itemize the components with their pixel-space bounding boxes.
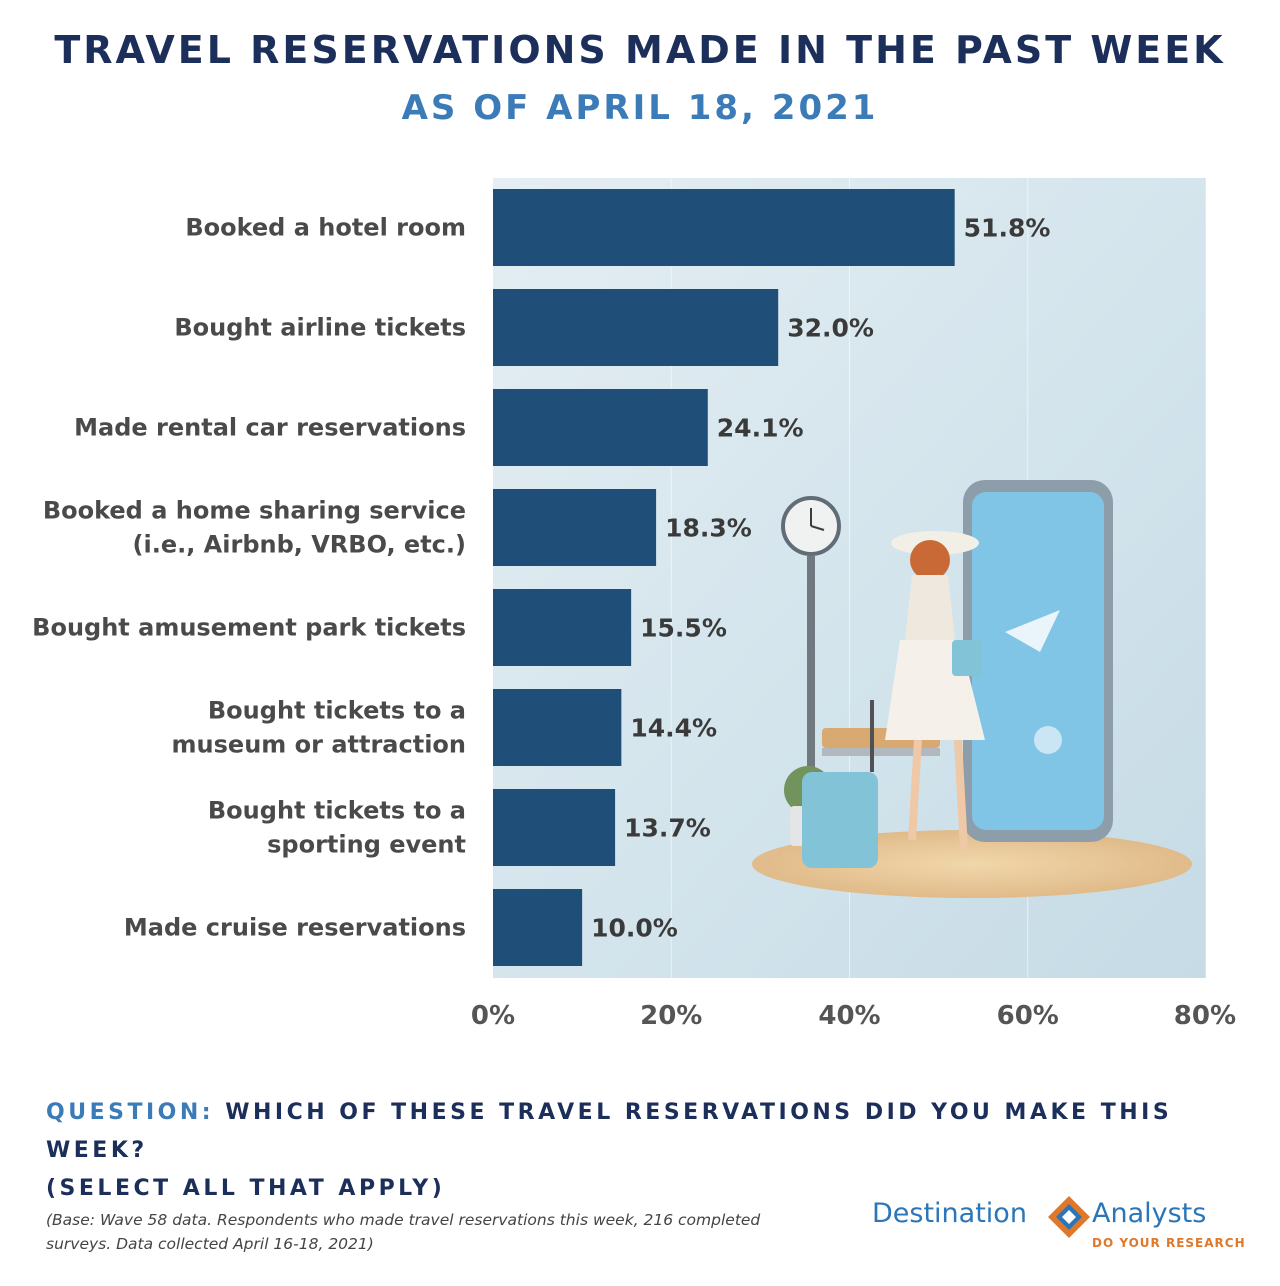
bar [493,789,616,866]
destination-analysts-logo: Destination Analysts DO YOUR RESEARCH [872,1192,1252,1262]
value-labels: 51.8% 32.0% 24.1% 18.3% 15.5% 14.4% 13.7% 10.0% [591,214,1050,943]
category-label: Bought airline tickets [174,314,466,342]
bar [493,189,955,266]
category-label: Booked a hotel room [185,214,466,242]
category-label: Bought amusement park tickets [32,614,466,642]
x-tick-label: 60% [997,1001,1059,1031]
category-labels: Booked a hotel room Bought airline ticket… [32,214,466,942]
traveler-illustration [752,480,1192,898]
bar-chart: Booked a hotel room Bought airline ticket… [32,178,1236,1031]
bar [493,589,632,666]
question-line-2: (SELECT ALL THAT APPLY) [46,1176,446,1201]
chart-title: TRAVEL RESERVATIONS MADE IN THE PAST WEE… [54,28,1226,72]
question-line-1: WHICH OF THESE TRAVEL RESERVATIONS DID Y… [46,1100,1173,1163]
value-label: 15.5% [640,614,727,643]
logo-tagline: DO YOUR RESEARCH [1092,1236,1246,1250]
logo-word-analysts: Analysts [1092,1198,1207,1229]
category-label: Booked a home sharing service [43,497,466,525]
bar [493,889,583,966]
value-label: 13.7% [624,814,711,843]
survey-question: QUESTION: WHICH OF THESE TRAVEL RESERVAT… [46,1094,1246,1208]
value-label: 14.4% [630,714,717,743]
bar [493,289,779,366]
category-label: sporting event [267,831,466,859]
footnote-line-2: surveys. Data collected April 16-18, 202… [46,1235,374,1253]
category-label: museum or attraction [172,731,466,759]
value-label: 18.3% [665,514,752,543]
x-axis-tick-labels: 0% 20% 40% 60% 80% [471,1001,1236,1031]
bars [493,189,955,966]
bar [493,489,657,566]
bar [493,689,622,766]
category-label: (i.e., Airbnb, VRBO, etc.) [133,531,467,559]
category-label: Made cruise reservations [124,914,466,942]
x-tick-label: 80% [1174,1001,1236,1031]
category-label: Bought tickets to a [208,797,466,825]
footnote-line-1: (Base: Wave 58 data. Respondents who mad… [46,1211,761,1229]
value-label: 10.0% [591,914,678,943]
category-label: Made rental car reservations [74,414,466,442]
question-prefix: QUESTION: [46,1100,215,1125]
value-label: 24.1% [717,414,804,443]
category-label: Bought tickets to a [208,697,466,725]
x-tick-label: 0% [471,1001,515,1031]
value-label: 32.0% [787,314,874,343]
value-label: 51.8% [964,214,1051,243]
chart-subtitle: AS OF APRIL 18, 2021 [401,88,879,128]
logo-diamond-icon [1048,1196,1090,1238]
logo-word-destination: Destination [872,1198,1027,1229]
bar [493,389,708,466]
footnote: (Base: Wave 58 data. Respondents who mad… [46,1208,826,1256]
x-tick-label: 20% [640,1001,702,1031]
x-tick-label: 40% [818,1001,880,1031]
